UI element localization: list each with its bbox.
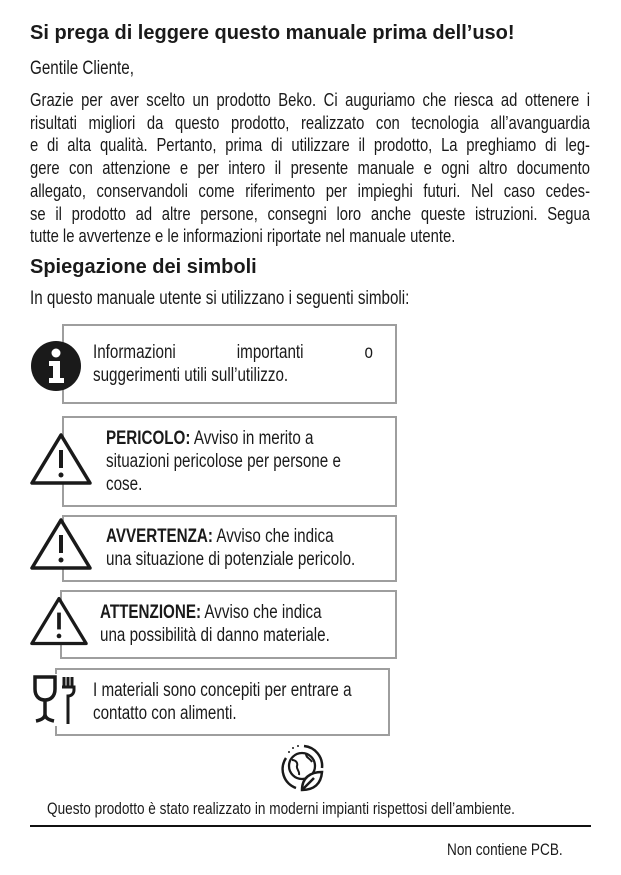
food-contact-icon (32, 674, 82, 726)
greeting: Gentile Cliente, (30, 58, 134, 79)
warning-triangle-icon (30, 432, 92, 486)
pcb-text: Non contiene PCB. (447, 840, 563, 859)
page-title: Si prega di leggere questo manuale prima… (30, 22, 515, 44)
symbol-text-avvertenza: AVVERTENZA: Avviso che indica una situaz… (106, 526, 356, 570)
intro-line: se il prodotto ad altre persone, consegn… (30, 202, 590, 224)
symbol-box-avvertenza (62, 515, 397, 582)
intro-line: tutte le avvertenze e le informazioni ri… (30, 225, 456, 247)
symbol-box-food-contact (55, 668, 390, 736)
intro-line: allegato, conservandoli come riferimento… (30, 179, 590, 201)
warning-triangle-icon (30, 594, 88, 648)
symbol-text-pericolo: PERICOLO: Avviso in merito a situazioni … (106, 428, 341, 495)
divider (30, 825, 591, 827)
warning-triangle-icon (30, 517, 92, 571)
symbol-box-attenzione (60, 590, 397, 659)
symbols-intro: In questo manuale utente si utilizzano i… (30, 288, 410, 309)
symbol-box-info (62, 324, 397, 404)
intro-line: risultati migliori da questo prodotto, r… (30, 111, 590, 133)
intro-line: e di alta qualità. Pertanto, prima di ut… (30, 134, 590, 156)
intro-line: Grazie per aver scelto un prodotto Beko.… (30, 89, 590, 110)
eco-text: Questo prodotto è stato realizzato in mo… (47, 799, 515, 818)
symbol-text-attenzione: ATTENZIONE: Avviso che indica una possib… (100, 602, 330, 646)
symbol-text-info: Informazioni importanti o suggerimenti u… (93, 342, 373, 386)
symbols-heading: Spiegazione dei simboli (30, 256, 257, 278)
eco-globe-leaf-icon (278, 742, 326, 794)
intro-line: gere con attenzione e per intero il pres… (30, 157, 590, 179)
symbol-text-food-contact: I materiali sono concepiti per entrare a… (93, 680, 352, 724)
info-icon (30, 340, 82, 392)
intro-paragraph: Grazie per aver scelto un prodotto Beko.… (30, 89, 590, 248)
